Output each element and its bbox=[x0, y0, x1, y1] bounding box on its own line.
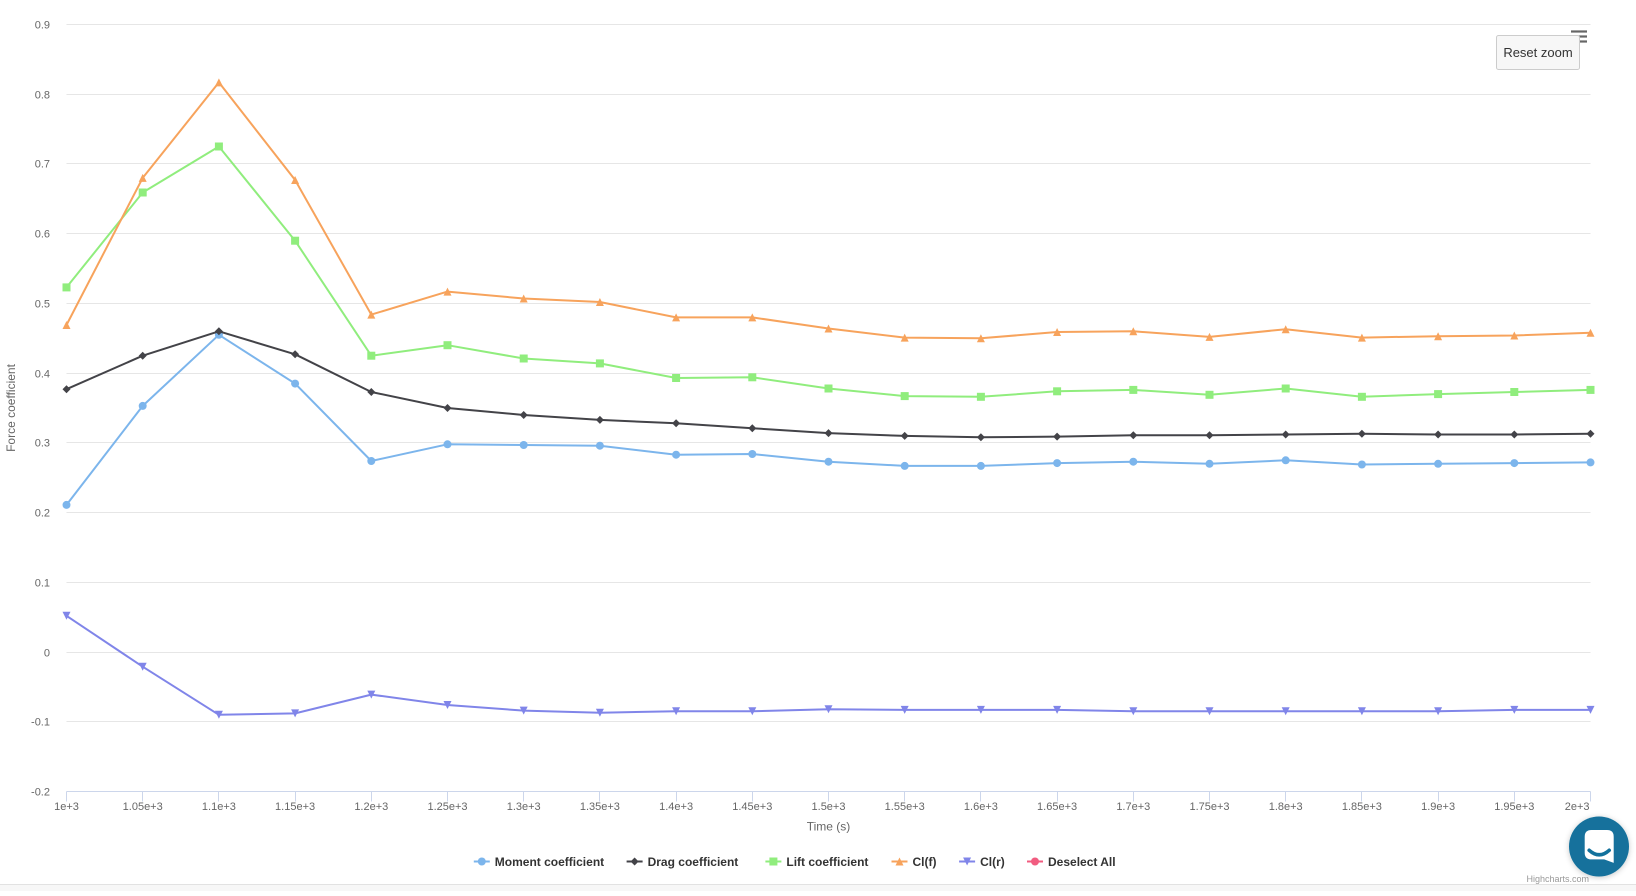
svg-text:Time (s): Time (s) bbox=[807, 820, 851, 834]
svg-text:1.8e+3: 1.8e+3 bbox=[1269, 801, 1303, 813]
svg-text:Cl(r): Cl(r) bbox=[980, 855, 1005, 869]
svg-text:1.1e+3: 1.1e+3 bbox=[202, 801, 236, 813]
svg-text:0.3: 0.3 bbox=[35, 438, 50, 450]
svg-text:-0.2: -0.2 bbox=[31, 787, 50, 799]
svg-text:1.2e+3: 1.2e+3 bbox=[354, 801, 388, 813]
svg-text:1.4e+3: 1.4e+3 bbox=[659, 801, 693, 813]
svg-text:1.7e+3: 1.7e+3 bbox=[1116, 801, 1150, 813]
svg-text:1e+3: 1e+3 bbox=[54, 801, 79, 813]
svg-text:0.7: 0.7 bbox=[35, 159, 50, 171]
svg-text:Highcharts.com: Highcharts.com bbox=[1526, 874, 1589, 884]
svg-text:1.6e+3: 1.6e+3 bbox=[964, 801, 998, 813]
svg-text:Moment coefficient: Moment coefficient bbox=[495, 855, 604, 869]
svg-text:Reset zoom: Reset zoom bbox=[1503, 45, 1572, 60]
svg-text:1.05e+3: 1.05e+3 bbox=[123, 801, 163, 813]
svg-text:Drag coefficient: Drag coefficient bbox=[648, 855, 739, 869]
svg-text:Deselect All: Deselect All bbox=[1048, 855, 1116, 869]
svg-text:0.8: 0.8 bbox=[35, 90, 50, 102]
svg-text:0.9: 0.9 bbox=[35, 20, 50, 32]
svg-text:1.75e+3: 1.75e+3 bbox=[1189, 801, 1229, 813]
svg-text:-0.1: -0.1 bbox=[31, 717, 50, 729]
svg-text:1.85e+3: 1.85e+3 bbox=[1342, 801, 1382, 813]
svg-text:0.4: 0.4 bbox=[35, 369, 50, 381]
svg-text:1.65e+3: 1.65e+3 bbox=[1037, 801, 1077, 813]
svg-text:0.1: 0.1 bbox=[35, 578, 50, 590]
svg-text:1.45e+3: 1.45e+3 bbox=[732, 801, 772, 813]
svg-text:Force coefficient: Force coefficient bbox=[4, 363, 18, 451]
svg-text:0: 0 bbox=[44, 648, 50, 660]
svg-text:2e+3: 2e+3 bbox=[1565, 801, 1590, 813]
svg-text:1.95e+3: 1.95e+3 bbox=[1494, 801, 1534, 813]
svg-text:0.2: 0.2 bbox=[35, 508, 50, 520]
svg-text:1.9e+3: 1.9e+3 bbox=[1421, 801, 1455, 813]
svg-text:1.35e+3: 1.35e+3 bbox=[580, 801, 620, 813]
svg-text:1.15e+3: 1.15e+3 bbox=[275, 801, 315, 813]
svg-text:1.55e+3: 1.55e+3 bbox=[885, 801, 925, 813]
svg-text:0.6: 0.6 bbox=[35, 229, 50, 241]
svg-text:0.5: 0.5 bbox=[35, 299, 50, 311]
svg-text:Lift coefficient: Lift coefficient bbox=[786, 855, 868, 869]
svg-text:1.25e+3: 1.25e+3 bbox=[427, 801, 467, 813]
svg-text:1.5e+3: 1.5e+3 bbox=[812, 801, 846, 813]
svg-text:1.3e+3: 1.3e+3 bbox=[507, 801, 541, 813]
svg-text:Cl(f): Cl(f) bbox=[913, 855, 937, 869]
